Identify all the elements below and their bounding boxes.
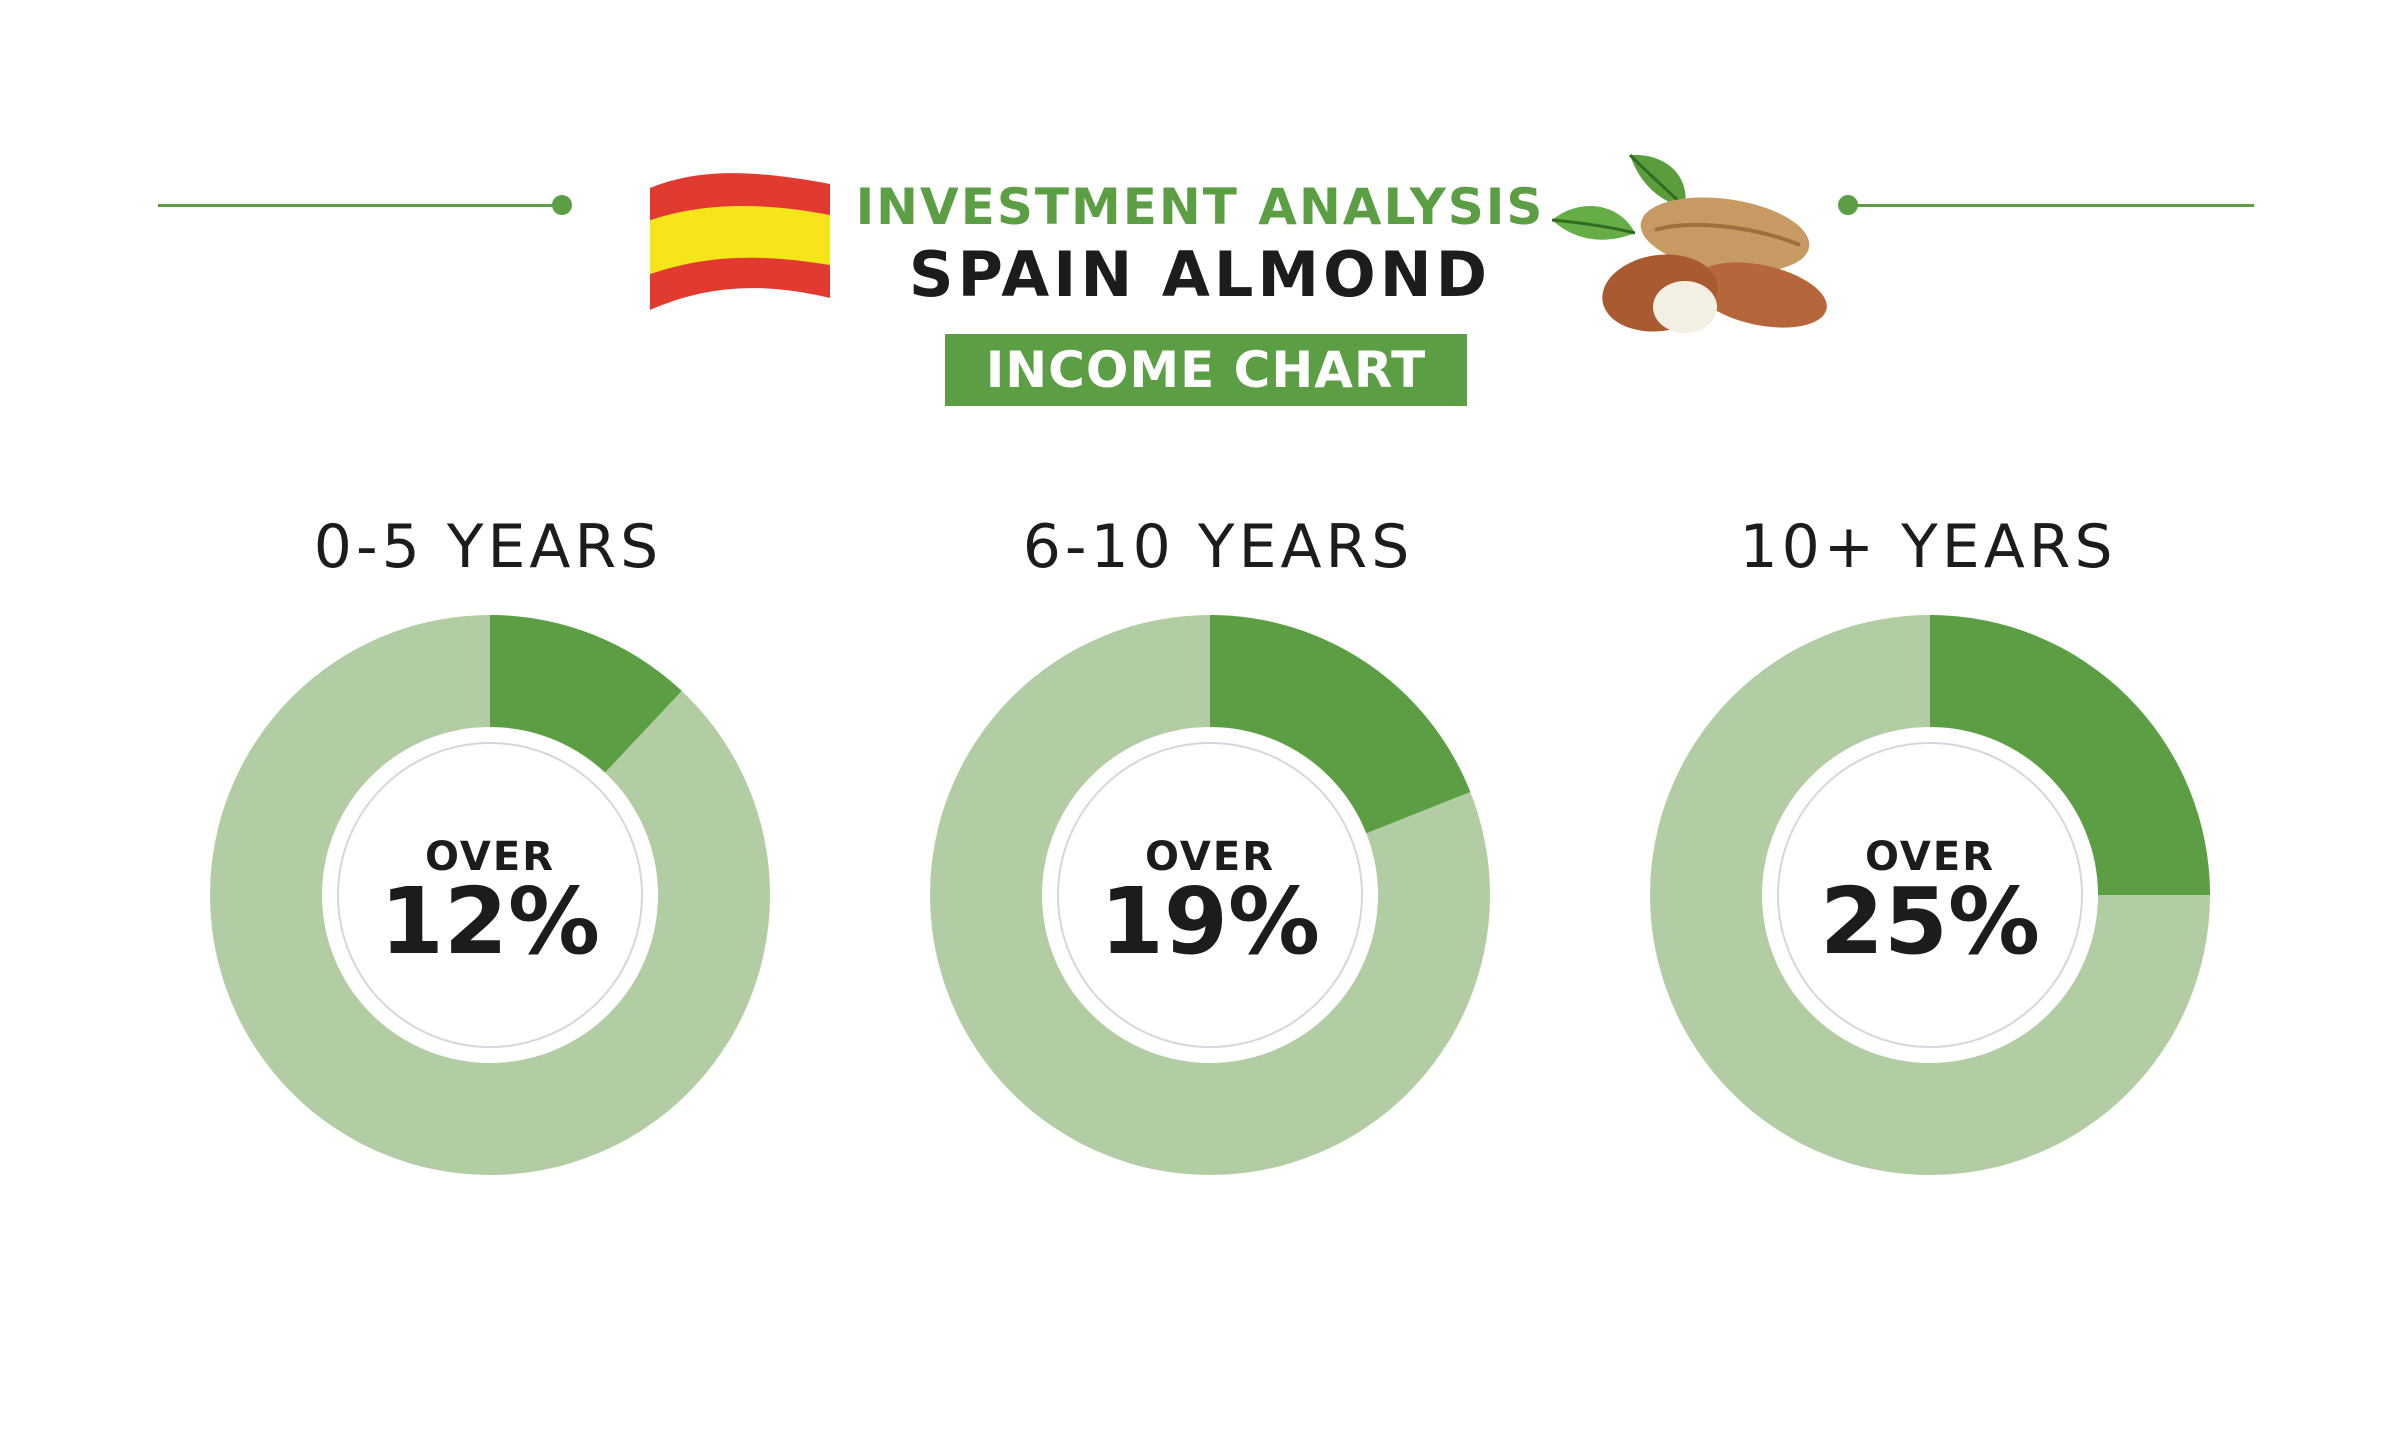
header-dot-right (1838, 195, 1858, 215)
donut-value-2: 25% (1820, 868, 2040, 975)
donut-inner-ring-2 (1777, 742, 2083, 1048)
donut-inner-ring-1 (1057, 742, 1363, 1048)
period-label-10-plus-years: 10+ YEARS (1739, 512, 2117, 582)
donut-inner-ring-0 (337, 742, 643, 1048)
income-chart-badge: INCOME CHART (945, 334, 1467, 406)
header-divider-right (1848, 204, 2254, 207)
donut-prefix-0: OVER (425, 834, 555, 880)
donut-prefix-2: OVER (1865, 834, 1995, 880)
title-line-2: SPAIN ALMOND (908, 238, 1492, 311)
title-line-1: INVESTMENT ANALYSIS (855, 178, 1545, 236)
header-divider-left (158, 204, 564, 207)
donut-value-1: 19% (1100, 868, 1320, 975)
spain-flag-icon (650, 173, 830, 310)
period-label-6-10-years: 6-10 YEARS (1022, 512, 1414, 582)
donut-hole-1 (1042, 727, 1378, 1063)
almonds-icon (1551, 153, 1827, 333)
donut-hole-2 (1762, 727, 2098, 1063)
donut-hole-0 (322, 727, 658, 1063)
donut-prefix-1: OVER (1145, 834, 1275, 880)
header-dot-left (552, 195, 572, 215)
donut-value-0: 12% (380, 868, 600, 975)
period-label-0-5-years: 0-5 YEARS (313, 512, 663, 582)
